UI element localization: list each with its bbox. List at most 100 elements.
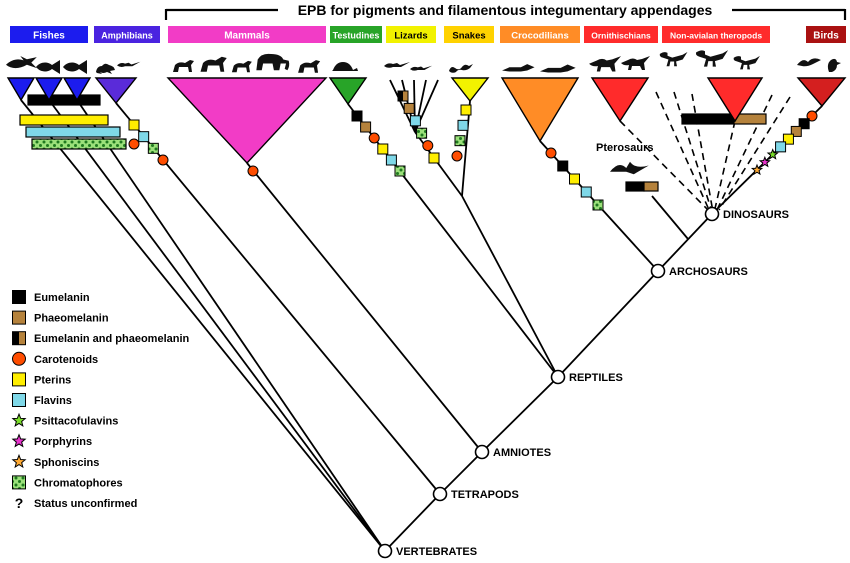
deer-silhouette [200, 56, 227, 72]
marker-porphyrins-icon [758, 155, 771, 168]
clade-node-dinosaurs [704, 206, 720, 222]
marker-pterins-icon [377, 143, 389, 155]
legend-label-pterins: Pterins [34, 374, 71, 386]
turtle-silhouette [332, 62, 358, 71]
fish-silhouette-1 [36, 60, 60, 74]
tree-branch-dashed [619, 120, 713, 215]
clade-triangle-fishes [34, 77, 64, 102]
marker-flavins-icon [775, 141, 787, 153]
marker-phaeomelanin-icon [360, 121, 372, 133]
marker-unconfirmed-icon: ? [15, 495, 24, 511]
tree-branch-dashed [713, 120, 736, 214]
taxon-box-mammals [168, 26, 326, 43]
clade-triangle-testudines [328, 77, 368, 106]
marker-sphoniscins-icon [750, 163, 764, 176]
taxon-label-crocodilians: Crocodilians [511, 31, 569, 42]
taxon-label-snakes: Snakes [452, 31, 485, 42]
tree-branch-dashed [655, 91, 711, 213]
clade-node-tetrapods [432, 486, 448, 502]
taxon-silhouettes [6, 50, 841, 175]
marker-pterins-icon [782, 133, 794, 145]
legend-label-flavins: Flavins [34, 395, 72, 407]
marker-pterins-icon [460, 104, 472, 116]
clade-triangle-amphibians [94, 77, 138, 105]
marker-eumelanin-phaeomelanin-icon [12, 331, 26, 346]
taxon-label-lizards: Lizards [394, 31, 427, 42]
pterosaur-silhouette [610, 161, 649, 175]
tree-branch-dashed [715, 94, 773, 213]
tree-branch [115, 102, 441, 495]
marker-carotenoids-icon [368, 132, 380, 144]
marker-phaeomelanin-icon [790, 125, 802, 137]
legend-label-phaeomelanin: Phaeomelanin [34, 313, 109, 325]
marker-flavins-icon [409, 115, 421, 127]
marker-eumelanin-phaeomelanin-icon [398, 91, 403, 101]
fish-silhouette-2 [63, 60, 87, 74]
pigment-bar-phaeomelanin [643, 181, 659, 192]
marker-carotenoids-icon [451, 150, 463, 162]
marker-carotenoids-icon [128, 138, 140, 150]
antelope-silhouette [173, 60, 194, 72]
marker-porphyrins-icon [11, 433, 27, 448]
tree-branch [657, 213, 713, 272]
marker-sphoniscins-icon [11, 453, 27, 469]
tree-branch [557, 270, 659, 378]
clade-node-label-tetrapods: TETRAPODS [451, 489, 519, 501]
marker-chromatophores-icon [416, 127, 428, 139]
boar-silhouette [231, 60, 252, 73]
clade-node-label-archosaurs: ARCHOSAURS [669, 266, 748, 278]
tree-branch [48, 99, 386, 552]
clade-triangle-mammals [166, 77, 328, 165]
clade-triangle-snakes [450, 77, 490, 103]
legend: Eumelanin Phaeomelanin Eumelanin and phaeo… [11, 290, 190, 511]
marker-chromatophores-icon [394, 165, 406, 177]
clade-node-reptiles [550, 369, 566, 385]
theropod-silhouette-3 [733, 55, 760, 70]
taxon-header-row: Fishes Amphibians Mammals Testudines Lizards… [10, 26, 846, 43]
tree-branch [461, 100, 471, 197]
marker-pterins-icon [569, 173, 580, 185]
pigment-bar-pterins [19, 114, 109, 126]
marker-eumelanin-icon [557, 160, 569, 172]
clade-triangles [6, 77, 847, 165]
taxon-label-amphibians: Amphibians [101, 31, 153, 41]
marker-flavins-icon [457, 119, 469, 131]
marker-flavins-icon [12, 393, 26, 407]
tree-branch [651, 195, 689, 240]
crocodile-silhouette-2 [540, 64, 576, 73]
marker-eumelanin-icon [798, 118, 810, 130]
clade-node-archosaurs [650, 263, 666, 279]
tree-branch [439, 451, 483, 495]
marker-psittacofulavins-icon [11, 412, 27, 427]
taxon-label-testudines: Testudines [333, 31, 380, 41]
marker-eumelanin-phaeomelanin-icon [397, 90, 409, 102]
theropod-silhouette-1 [659, 51, 688, 67]
marker-flavins-icon [385, 154, 397, 166]
legend-label-porphyrins: Porphyrins [34, 436, 92, 448]
tree-branch-dashed [673, 91, 713, 213]
marker-eumelanin-phaeomelanin-icon [19, 331, 26, 345]
pigment-bar-flavins [25, 126, 121, 138]
marker-carotenoids-icon [422, 140, 434, 152]
marker-carotenoids-icon [545, 147, 557, 159]
tree-branch [246, 162, 483, 453]
taxon-box-birds [806, 26, 846, 43]
crocodile-silhouette-1 [502, 64, 535, 72]
taxon-box-lizards [386, 26, 436, 43]
taxon-box-non-avialan-theropods [662, 26, 770, 43]
taxon-box-snakes [444, 26, 494, 43]
clade-node-label-dinosaurs: DINOSAURS [723, 209, 789, 221]
snake-silhouette [449, 64, 473, 73]
taxon-label-fishes: Fishes [33, 31, 65, 42]
marker-phaeomelanin-icon [12, 310, 26, 325]
marker-chromatophores-icon [592, 199, 604, 211]
clade-triangle-fishes [6, 77, 36, 102]
frog-silhouette [96, 63, 115, 74]
tree-branch-dashed [718, 96, 791, 211]
theropod-silhouette-2 [695, 50, 729, 67]
clade-node-label-vertebrates: VERTEBRATES [396, 546, 477, 558]
taxon-box-amphibians [94, 26, 160, 43]
legend-label-psittacofulavins: Psittacofulavins [34, 416, 118, 428]
flying-bird-silhouette [797, 58, 821, 67]
